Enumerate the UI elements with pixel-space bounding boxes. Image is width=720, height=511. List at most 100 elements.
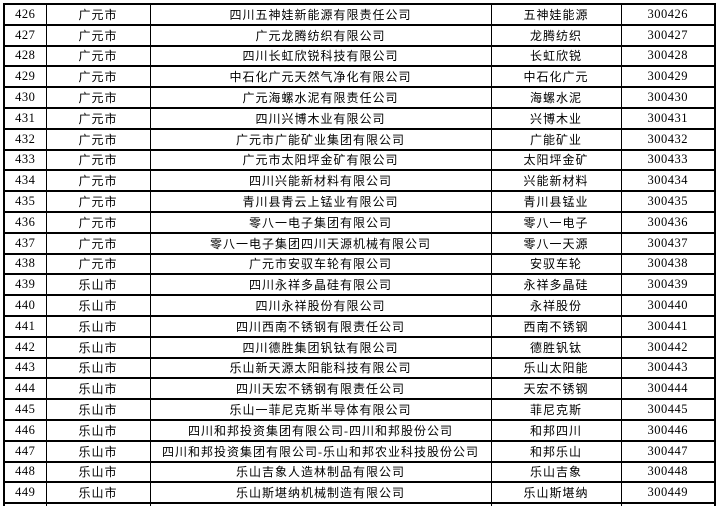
city-cell[interactable]: 广元市 (45, 86, 151, 109)
city-cell[interactable]: 乐山市 (45, 377, 151, 401)
city-cell[interactable]: 乐山市 (45, 481, 151, 505)
stock-code-cell[interactable]: 300434 (620, 169, 716, 193)
city-cell[interactable]: 广元市 (45, 3, 151, 26)
company-name-cell[interactable]: 乐山吉象人造林制品有限公司 (149, 460, 492, 484)
row-number-cell[interactable]: 427 (3, 23, 47, 47)
row-number-cell[interactable]: 445 (3, 398, 47, 421)
company-name-cell[interactable]: 青川县青云上锰业有限公司 (149, 190, 492, 213)
city-cell[interactable]: 广元市 (45, 23, 151, 47)
stock-code-cell[interactable]: 300427 (620, 23, 716, 47)
company-name-cell[interactable]: 零八一电子集团有限公司 (149, 210, 492, 234)
company-name-cell[interactable]: 四川西南不锈钢有限责任公司 (149, 314, 492, 338)
row-number-cell[interactable]: 437 (3, 231, 47, 255)
short-name-cell[interactable]: 菲尼克斯 (490, 398, 622, 421)
short-name-cell[interactable]: 龙腾纺织 (490, 23, 622, 47)
stock-code-cell[interactable]: 300444 (620, 377, 716, 401)
company-name-cell[interactable]: 广元海螺水泥有限责任公司 (149, 86, 492, 109)
short-name-cell[interactable]: 零八一电子 (490, 210, 622, 234)
company-name-cell[interactable]: 乐山一菲尼克斯半导体有限公司 (149, 398, 492, 421)
short-name-cell[interactable]: 天宏不锈钢 (490, 377, 622, 401)
stock-code-cell[interactable]: 300446 (620, 418, 716, 442)
row-number-cell[interactable]: 447 (3, 439, 47, 463)
city-cell[interactable]: 广元市 (45, 148, 151, 172)
stock-code-cell[interactable]: 300443 (620, 356, 716, 380)
stock-code-cell[interactable]: 300449 (620, 481, 716, 505)
short-name-cell[interactable]: 安驭车轮 (490, 252, 622, 276)
short-name-cell[interactable]: 长虹欣锐 (490, 44, 622, 68)
row-number-cell[interactable]: 431 (3, 106, 47, 130)
row-number-cell[interactable]: 446 (3, 418, 47, 442)
short-name-cell[interactable]: 和邦乐山 (490, 439, 622, 463)
stock-code-cell[interactable]: 300429 (620, 65, 716, 89)
company-name-cell[interactable]: 乐山新天源太阳能科技有限公司 (149, 356, 492, 380)
city-cell[interactable]: 乐山市 (45, 294, 151, 317)
company-name-cell[interactable]: 四川兴博木业有限公司 (149, 106, 492, 130)
company-name-cell[interactable]: 四川五神娃新能源有限责任公司 (149, 3, 492, 26)
row-number-cell[interactable]: 428 (3, 44, 47, 68)
row-number-cell[interactable]: 443 (3, 356, 47, 380)
row-number-cell[interactable]: 435 (3, 190, 47, 213)
stock-code-cell[interactable]: 300433 (620, 148, 716, 172)
short-name-cell[interactable]: 永祥股份 (490, 294, 622, 317)
company-name-cell[interactable]: 中石化广元天然气净化有限公司 (149, 65, 492, 89)
city-cell[interactable]: 乐山市 (45, 314, 151, 338)
stock-code-cell[interactable]: 300426 (620, 3, 716, 26)
short-name-cell[interactable]: 兴能新材料 (490, 169, 622, 193)
short-name-cell[interactable]: 海螺水泥 (490, 86, 622, 109)
stock-code-cell[interactable]: 300435 (620, 190, 716, 213)
city-cell[interactable]: 广元市 (45, 231, 151, 255)
city-cell[interactable]: 广元市 (45, 65, 151, 89)
short-name-cell[interactable]: 五神娃能源 (490, 3, 622, 26)
stock-code-cell[interactable]: 300437 (620, 231, 716, 255)
company-name-cell[interactable]: 零八一电子集团四川天源机械有限公司 (149, 231, 492, 255)
short-name-cell[interactable]: 德胜钒钛 (490, 335, 622, 359)
city-cell[interactable]: 广元市 (45, 106, 151, 130)
city-cell[interactable]: 广元市 (45, 44, 151, 68)
stock-code-cell[interactable]: 300441 (620, 314, 716, 338)
city-cell[interactable]: 广元市 (45, 210, 151, 234)
company-name-cell[interactable]: 四川永祥股份有限公司 (149, 294, 492, 317)
stock-code-cell[interactable]: 300432 (620, 127, 716, 151)
row-number-cell[interactable]: 433 (3, 148, 47, 172)
company-name-cell[interactable]: 四川德胜集团钒钛有限公司 (149, 335, 492, 359)
short-name-cell[interactable]: 乐山太阳能 (490, 356, 622, 380)
company-name-cell[interactable]: 乐山斯堪纳机械制造有限公司 (149, 481, 492, 505)
row-number-cell[interactable]: 430 (3, 86, 47, 109)
row-number-cell[interactable]: 436 (3, 210, 47, 234)
row-number-cell[interactable]: 439 (3, 273, 47, 297)
short-name-cell[interactable]: 广能矿业 (490, 127, 622, 151)
city-cell[interactable]: 乐山市 (45, 273, 151, 297)
row-number-cell[interactable]: 426 (3, 3, 47, 26)
row-number-cell[interactable]: 444 (3, 377, 47, 401)
company-name-cell[interactable]: 四川永祥多晶硅有限公司 (149, 273, 492, 297)
company-name-cell[interactable]: 四川长虹欣锐科技有限公司 (149, 44, 492, 68)
city-cell[interactable]: 广元市 (45, 127, 151, 151)
city-cell[interactable]: 乐山市 (45, 356, 151, 380)
city-cell[interactable]: 乐山市 (45, 460, 151, 484)
row-number-cell[interactable]: 448 (3, 460, 47, 484)
stock-code-cell[interactable]: 300448 (620, 460, 716, 484)
row-number-cell[interactable]: 440 (3, 294, 47, 317)
city-cell[interactable]: 广元市 (45, 252, 151, 276)
company-name-cell[interactable]: 四川和邦投资集团有限公司-乐山和邦农业科技股份公司 (149, 439, 492, 463)
stock-code-cell[interactable]: 300438 (620, 252, 716, 276)
row-number-cell[interactable]: 449 (3, 481, 47, 505)
row-number-cell[interactable]: 438 (3, 252, 47, 276)
company-name-cell[interactable]: 四川兴能新材料有限公司 (149, 169, 492, 193)
stock-code-cell[interactable]: 300428 (620, 44, 716, 68)
short-name-cell[interactable]: 青川县锰业 (490, 190, 622, 213)
company-name-cell[interactable]: 广元市太阳坪金矿有限公司 (149, 148, 492, 172)
stock-code-cell[interactable]: 300431 (620, 106, 716, 130)
stock-code-cell[interactable]: 300447 (620, 439, 716, 463)
city-cell[interactable]: 乐山市 (45, 418, 151, 442)
row-number-cell[interactable]: 441 (3, 314, 47, 338)
company-name-cell[interactable]: 四川天宏不锈钢有限责任公司 (149, 377, 492, 401)
city-cell[interactable]: 广元市 (45, 190, 151, 213)
short-name-cell[interactable]: 兴博木业 (490, 106, 622, 130)
company-name-cell[interactable]: 广元市安驭车轮有限公司 (149, 252, 492, 276)
company-name-cell[interactable]: 广元龙腾纺织有限公司 (149, 23, 492, 47)
short-name-cell[interactable]: 乐山吉象 (490, 460, 622, 484)
company-name-cell[interactable]: 广元市广能矿业集团有限公司 (149, 127, 492, 151)
row-number-cell[interactable]: 442 (3, 335, 47, 359)
stock-code-cell[interactable]: 300445 (620, 398, 716, 421)
